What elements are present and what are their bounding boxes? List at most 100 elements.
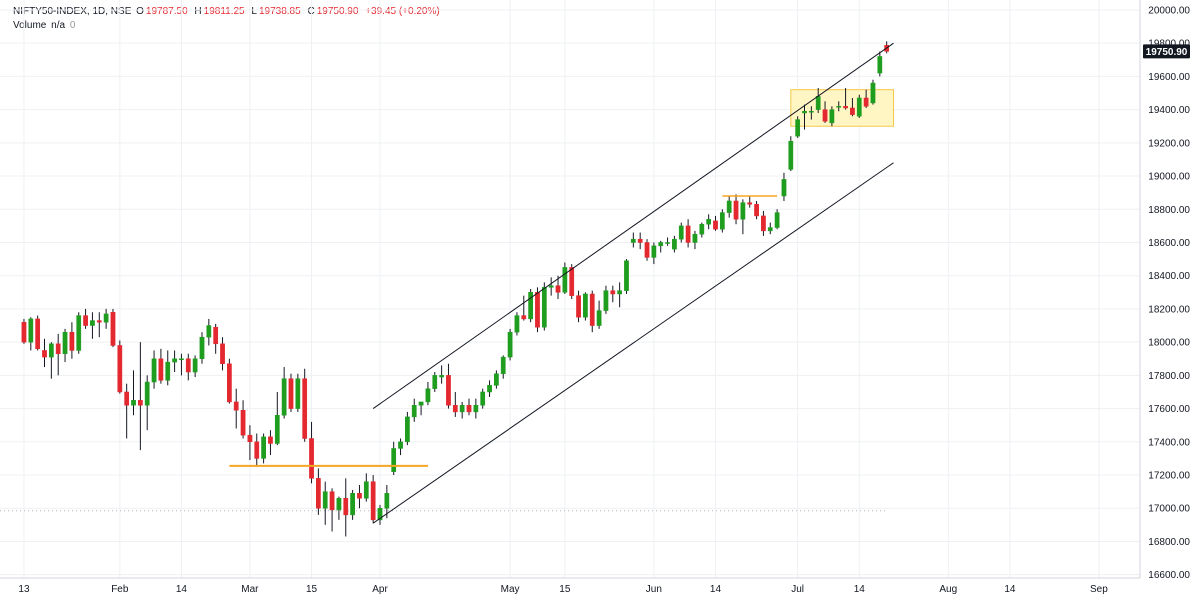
candle-body — [131, 400, 136, 406]
volume-extra: 0 — [69, 20, 76, 31]
candle-body — [350, 493, 355, 516]
candle-body — [411, 405, 417, 418]
candle-body — [870, 82, 876, 104]
candle-body — [103, 313, 109, 323]
candle-body — [446, 375, 451, 406]
candle-body — [637, 238, 643, 243]
candle-body — [302, 378, 308, 439]
x-tick-label: Aug — [939, 584, 957, 595]
candle-body — [658, 242, 664, 247]
candle-body — [28, 318, 34, 343]
candle-body — [336, 498, 342, 511]
candle-body — [713, 220, 718, 230]
low-value: L 19738.85 — [251, 6, 302, 17]
volume-value: n/a — [51, 20, 66, 31]
open-label: O — [136, 6, 144, 17]
volume-legend: Volume n/a 0 — [13, 20, 77, 31]
candle-body — [815, 96, 821, 110]
candle-body — [158, 358, 164, 381]
x-tick-label: Feb — [111, 584, 129, 595]
open-value: O 19787.50 — [136, 6, 190, 17]
candle-body — [843, 106, 848, 109]
candle-body — [452, 405, 458, 413]
lower-channel-line — [372, 162, 894, 524]
candle-body — [665, 242, 670, 244]
candle-body — [90, 320, 95, 326]
candle-body — [583, 293, 588, 318]
candle-body — [589, 293, 595, 326]
candle-body — [480, 391, 486, 406]
candle-body — [62, 331, 68, 355]
x-tick-label: Mar — [241, 584, 259, 595]
candle-body — [569, 267, 575, 296]
x-tick-label: May — [501, 584, 520, 595]
candle-body — [83, 315, 88, 326]
candle-body — [514, 315, 520, 333]
candle-body — [322, 491, 328, 509]
high-number: 19811.25 — [203, 6, 245, 17]
candle-body — [754, 204, 759, 217]
x-tick-label: Apr — [372, 584, 388, 595]
candle-body — [596, 310, 602, 326]
low-number: 19738.85 — [258, 6, 301, 17]
y-tick-label: 18400.00 — [1148, 271, 1190, 282]
y-tick-label: 17800.00 — [1148, 371, 1190, 382]
candle-body — [295, 378, 301, 409]
candle-body — [199, 336, 205, 360]
candle-body — [124, 391, 130, 406]
candle-body — [548, 285, 554, 288]
y-tick-label: 18800.00 — [1148, 205, 1190, 216]
candle-body — [795, 119, 801, 137]
candle-body — [726, 200, 732, 213]
candle-body — [439, 375, 444, 378]
candle-body — [343, 498, 349, 516]
candle-body — [507, 331, 513, 358]
candle-body — [281, 378, 287, 416]
candle-body — [850, 107, 855, 115]
candle-body — [808, 111, 814, 113]
candle-body — [740, 202, 746, 220]
candle-body — [692, 233, 698, 243]
x-tick-label: Jun — [646, 584, 662, 595]
candle-body — [247, 434, 253, 443]
low-label: L — [251, 6, 257, 17]
candle-body — [35, 318, 41, 350]
candle-body — [836, 106, 842, 108]
candle-body — [576, 295, 581, 318]
candle-body — [363, 481, 369, 499]
close-number: 19750.90 — [316, 6, 359, 17]
candle-body — [226, 363, 232, 403]
candle-body — [788, 140, 794, 170]
symbol-info: NIFTY50-INDEX, 1D, NSE — [13, 6, 132, 17]
candle-body — [624, 260, 629, 291]
candle-body — [213, 326, 219, 345]
candle-body — [76, 315, 82, 351]
candle-body — [137, 400, 143, 406]
candle-body — [42, 350, 47, 358]
candle-body — [617, 290, 623, 295]
candle-body — [802, 111, 807, 114]
x-tick-label: Jul — [791, 584, 804, 595]
candle-body — [370, 481, 376, 521]
last-price-label: 19750.90 — [1146, 47, 1188, 58]
x-tick-label: 13 — [18, 584, 30, 595]
x-tick-label: 14 — [710, 584, 722, 595]
candle-body — [781, 179, 787, 197]
x-tick-label: 14 — [176, 584, 188, 595]
y-tick-label: 17000.00 — [1148, 504, 1190, 515]
candle-body — [274, 414, 280, 444]
candle-body — [719, 212, 725, 230]
candle-body — [822, 109, 828, 122]
candle-body — [55, 343, 61, 355]
y-tick-label: 19600.00 — [1148, 72, 1190, 83]
candle-body — [268, 436, 273, 444]
candle-body — [528, 292, 534, 320]
candle-body — [733, 200, 739, 220]
candle-body — [418, 401, 424, 406]
y-tick-label: 19000.00 — [1148, 172, 1190, 183]
open-number: 19787.50 — [145, 6, 188, 17]
candle-body — [398, 441, 403, 449]
candle-body — [206, 325, 212, 338]
candle-body — [432, 375, 438, 389]
